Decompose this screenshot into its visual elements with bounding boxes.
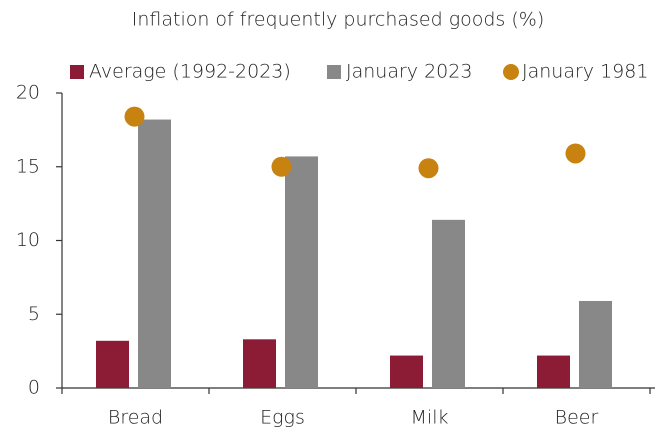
legend-marker [70,65,84,79]
y-tick-label: 15 [16,155,40,177]
bar [537,355,570,388]
y-tick-label: 0 [28,377,40,399]
legend-marker [503,64,519,80]
y-tick-label: 5 [28,303,40,325]
legend-label: Average (1992-2023) [89,61,291,83]
bar [432,219,465,388]
dot [565,143,586,164]
legend-label: January 1981 [522,61,648,83]
bar [138,119,171,389]
bar [390,355,423,388]
dot [124,106,145,127]
y-tick-label: 20 [16,82,40,104]
y-tick-label: 10 [16,229,40,251]
bar [243,339,276,388]
dot [418,158,439,179]
bar [579,300,612,388]
x-tick-label: Bread [108,407,163,429]
legend-marker [327,65,341,79]
x-tick-label: Beer [555,407,599,429]
bar [285,156,318,388]
x-tick-label: Eggs [260,407,305,429]
chart-title: Inflation of frequently purchased goods … [132,9,545,31]
dot [271,156,292,177]
x-tick-label: Milk [411,407,449,429]
bar [96,340,129,388]
legend-label: January 2023 [346,61,472,83]
